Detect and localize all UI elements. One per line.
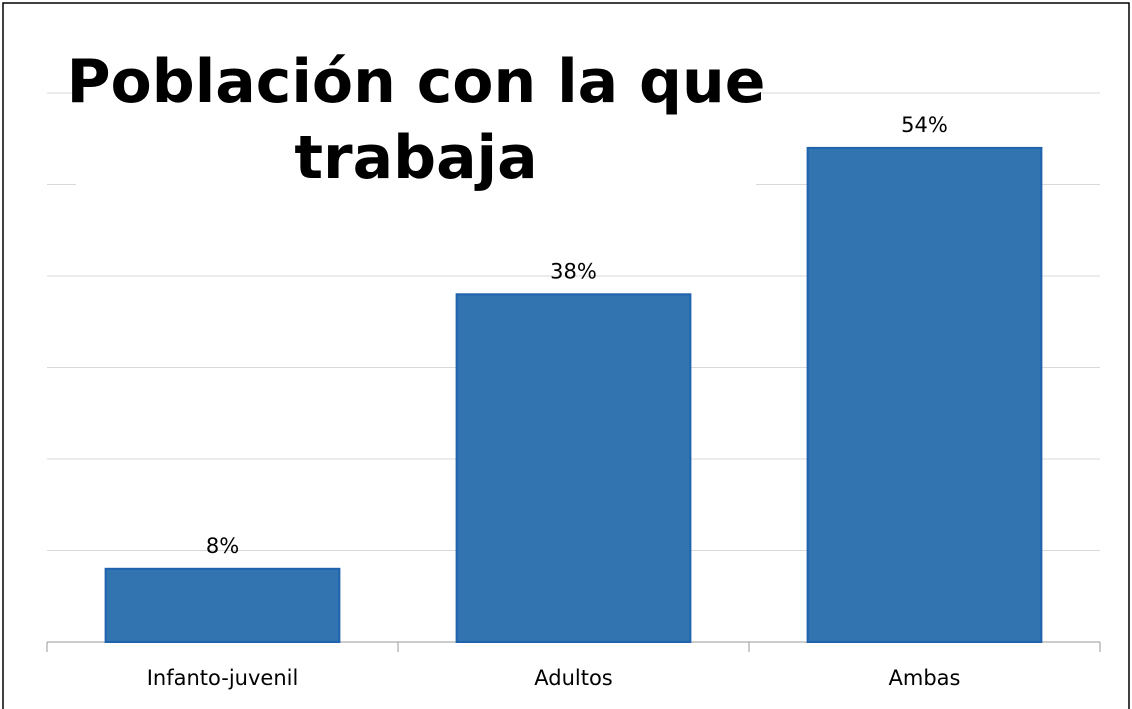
x-tick-label: Adultos bbox=[534, 666, 613, 690]
x-tick-label: Ambas bbox=[889, 666, 961, 690]
data-label: 8% bbox=[206, 534, 239, 558]
bar bbox=[455, 293, 692, 643]
x-tick-label: Infanto-juvenil bbox=[147, 666, 299, 690]
title-backdrop bbox=[76, 48, 756, 196]
data-label: 38% bbox=[550, 259, 597, 283]
data-label: 54% bbox=[901, 113, 948, 137]
chart-title: Población con la que trabaja bbox=[67, 47, 766, 193]
bar bbox=[806, 146, 1043, 643]
bar bbox=[104, 567, 341, 643]
